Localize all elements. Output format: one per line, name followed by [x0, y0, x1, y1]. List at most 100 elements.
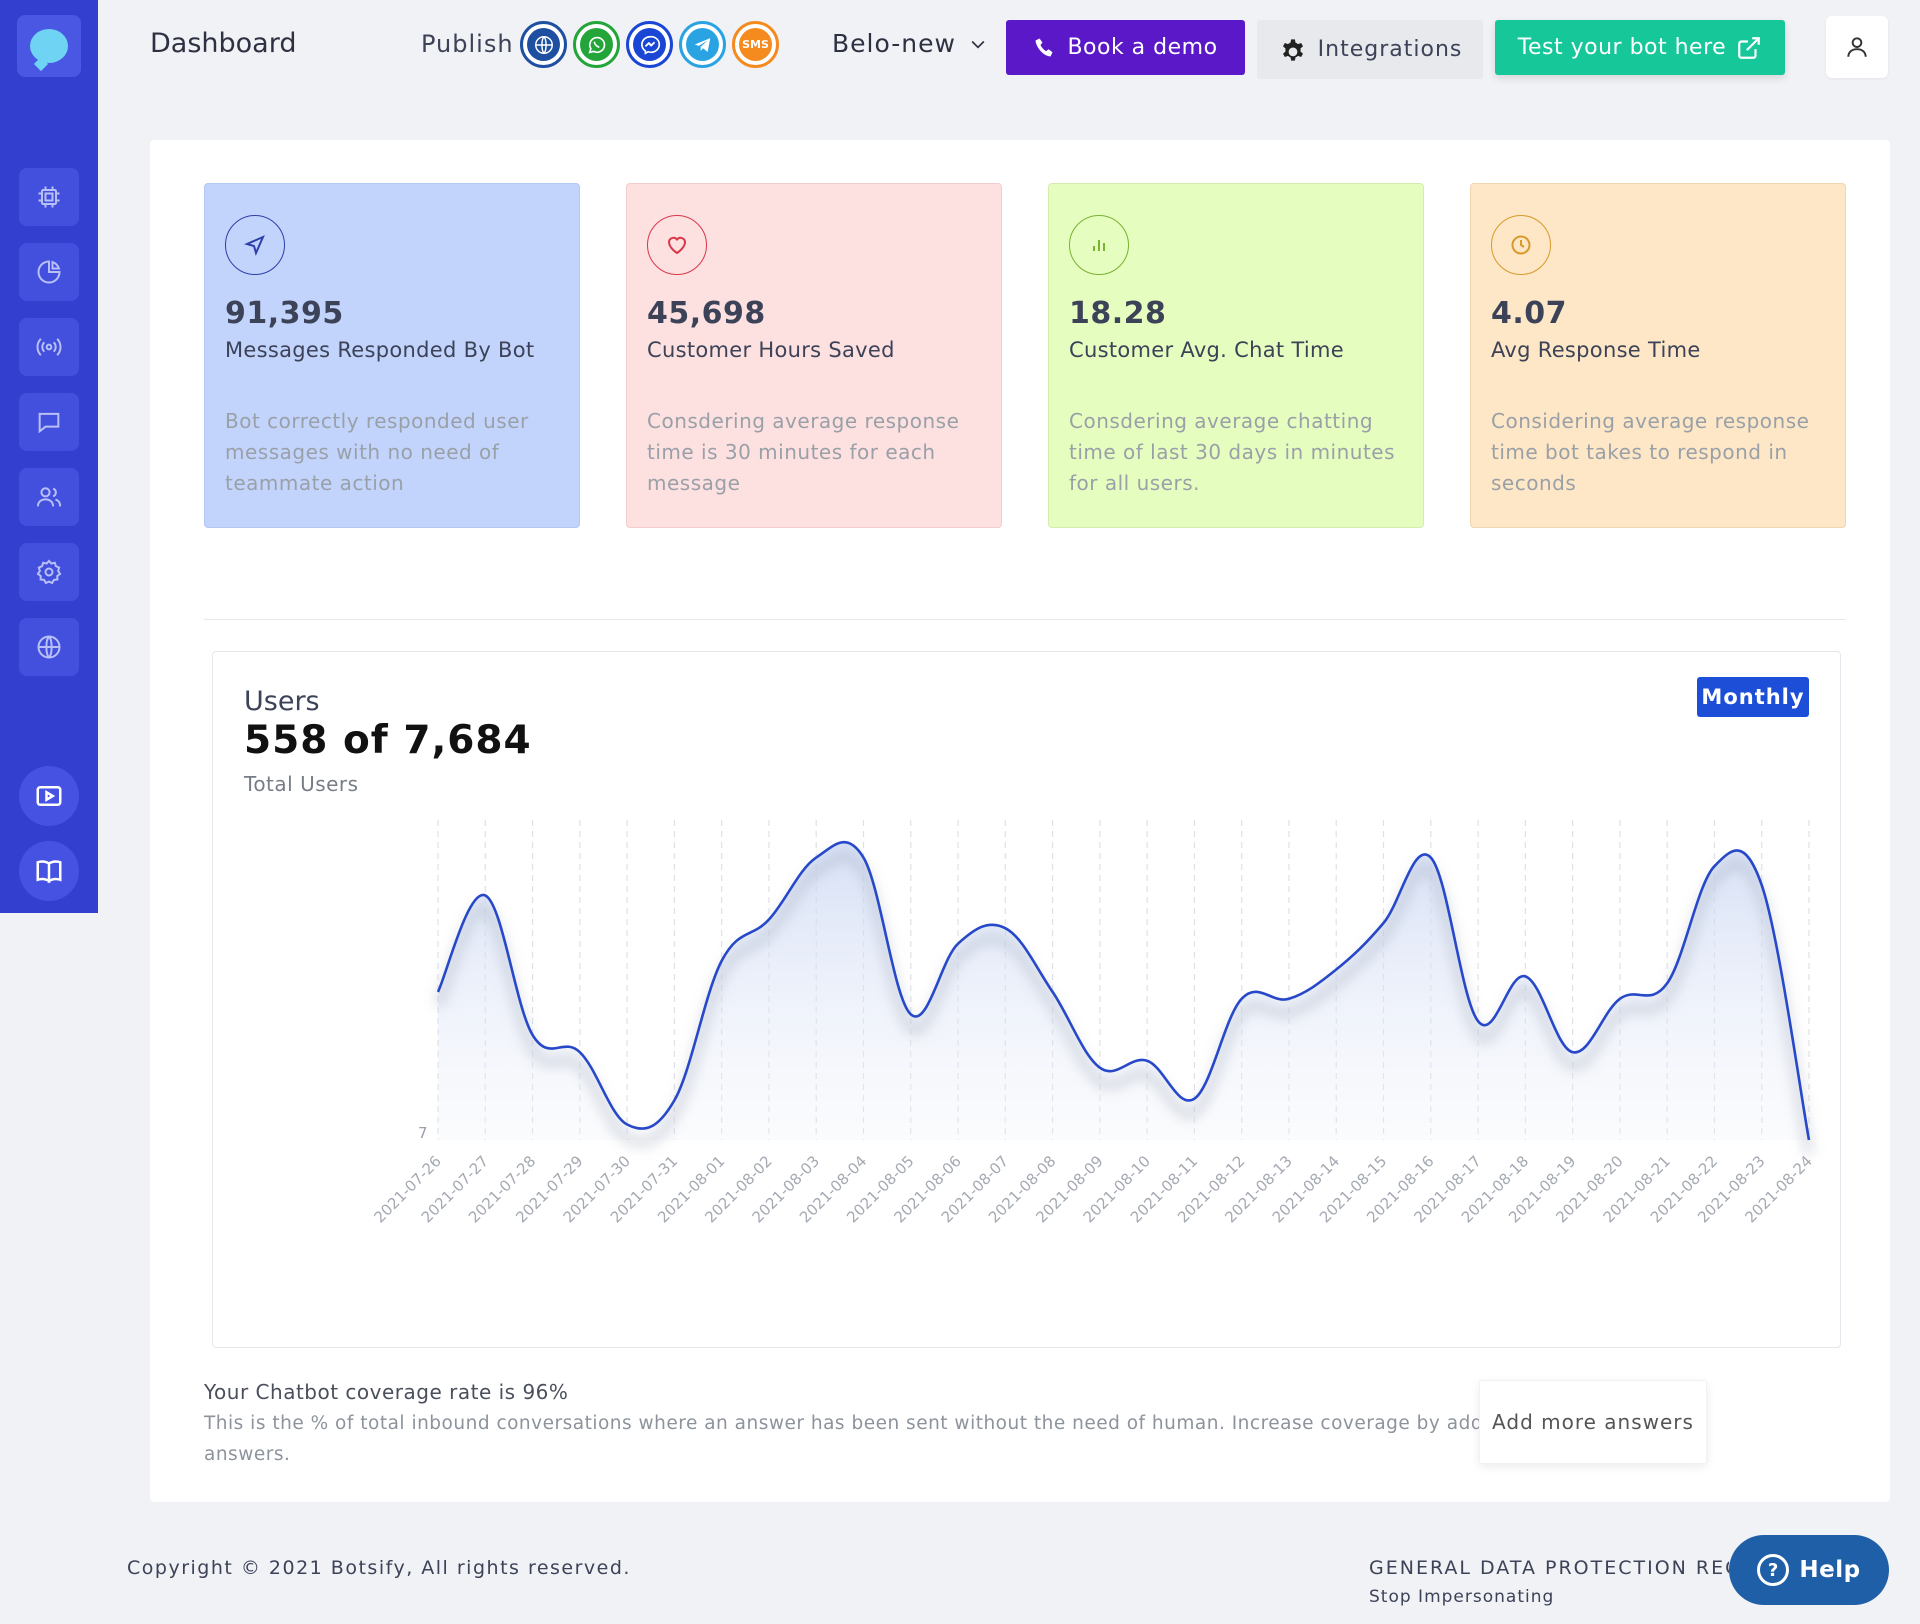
stat-card-messages: 91,395 Messages Responded By Bot Bot cor… — [204, 183, 580, 528]
data-point[interactable] — [577, 1049, 583, 1055]
book-demo-button[interactable]: Book a demo — [1006, 20, 1245, 75]
stat-value: 45,698 — [647, 296, 766, 331]
user-icon — [1847, 37, 1867, 57]
data-point[interactable] — [1664, 980, 1670, 986]
add-more-answers-button[interactable]: Add more answers — [1479, 1380, 1707, 1464]
coverage-title: Your Chatbot coverage rate is 96% — [204, 1380, 569, 1404]
sidebar-item-settings[interactable] — [19, 543, 79, 601]
stat-label: Customer Hours Saved — [647, 338, 895, 362]
publish-telegram-button[interactable] — [679, 21, 726, 68]
stat-card-response-time: 4.07 Avg Response Time Considering avera… — [1470, 183, 1846, 528]
monthly-period-button[interactable]: Monthly — [1697, 677, 1809, 717]
stat-label: Messages Responded By Bot — [225, 338, 535, 362]
y-tick-label: 7 — [418, 1124, 428, 1142]
sidebar — [0, 0, 98, 913]
publish-channels: SMS — [520, 21, 779, 68]
data-point[interactable] — [1617, 996, 1623, 1002]
data-point[interactable] — [1050, 989, 1056, 995]
users-line-shadow — [433, 851, 1814, 1155]
question-icon: ? — [1757, 1554, 1790, 1586]
stat-label: Avg Response Time — [1491, 338, 1701, 362]
user-profile-button[interactable] — [1826, 16, 1888, 78]
users-chart-card: 7 2021-07-26 2021-07-27 2021-07-28 2021-07-2… — [212, 651, 1841, 1348]
test-bot-label: Test your bot here — [1517, 35, 1727, 60]
divider — [204, 619, 1846, 620]
publish-web-button[interactable] — [520, 21, 567, 68]
help-button[interactable]: ? Help — [1729, 1535, 1889, 1605]
clock-icon — [1491, 215, 1551, 275]
sidebar-item-video-tutorials[interactable] — [19, 766, 79, 826]
data-point[interactable] — [955, 941, 961, 947]
sidebar-item-chat[interactable] — [19, 393, 79, 451]
data-point[interactable] — [1570, 1049, 1576, 1055]
chat-bubble-logo-icon — [30, 29, 68, 63]
gdpr-link[interactable]: GENERAL DATA PROTECTION REGULATION — [1369, 1557, 1729, 1579]
data-point[interactable] — [530, 1032, 536, 1038]
stat-value: 4.07 — [1491, 296, 1568, 331]
data-point[interactable] — [1522, 973, 1528, 979]
chat-icon — [38, 412, 60, 434]
data-point[interactable] — [1806, 1137, 1812, 1143]
sidebar-item-language[interactable] — [19, 618, 79, 676]
sidebar-item-docs[interactable] — [19, 841, 79, 901]
data-point[interactable] — [482, 892, 488, 898]
data-point[interactable] — [1333, 967, 1339, 973]
botsify-logo[interactable] — [17, 15, 81, 77]
gear-icon — [36, 559, 62, 585]
chip-icon — [38, 186, 60, 208]
data-point[interactable] — [1191, 1096, 1197, 1102]
help-label: Help — [1799, 1557, 1861, 1583]
external-link-icon — [1738, 36, 1761, 59]
test-bot-button[interactable]: Test your bot here — [1495, 20, 1785, 75]
data-point[interactable] — [908, 1011, 914, 1017]
book-demo-label: Book a demo — [1067, 35, 1218, 60]
users-series-line — [436, 840, 1811, 1141]
stat-description: Consdering average chatting time of last… — [1069, 409, 1396, 495]
data-point[interactable] — [435, 989, 441, 995]
publish-label: Publish — [421, 30, 514, 58]
publish-messenger-button[interactable] — [626, 21, 673, 68]
data-point[interactable] — [719, 958, 725, 964]
sidebar-item-bot-builder[interactable] — [19, 168, 79, 226]
pie-chart-icon — [37, 260, 61, 284]
globe-icon — [37, 635, 61, 659]
bot-name: Belo-new — [832, 29, 956, 58]
sms-icon: SMS — [739, 28, 772, 61]
data-point[interactable] — [1097, 1065, 1103, 1071]
data-point[interactable] — [1475, 1018, 1481, 1024]
data-point[interactable] — [1239, 996, 1245, 1002]
data-point[interactable] — [766, 917, 772, 923]
data-point[interactable] — [1144, 1058, 1150, 1064]
data-point[interactable] — [1711, 863, 1717, 869]
dashboard-panel: 91,395 Messages Responded By Bot Bot cor… — [150, 140, 1890, 1502]
data-point[interactable] — [1002, 925, 1008, 931]
sidebar-item-analytics[interactable] — [19, 243, 79, 301]
data-point[interactable] — [860, 855, 866, 861]
data-point[interactable] — [671, 1097, 677, 1103]
sidebar-item-broadcast[interactable] — [19, 318, 79, 376]
publish-sms-button[interactable]: SMS — [732, 21, 779, 68]
copyright: Copyright © 2021 Botsify, All rights res… — [127, 1557, 631, 1579]
bar-chart-icon — [1069, 215, 1129, 275]
sidebar-item-users[interactable] — [19, 468, 79, 526]
integrations-button[interactable]: Integrations — [1257, 20, 1483, 79]
gear-icon — [1282, 38, 1303, 61]
integrations-label: Integrations — [1317, 37, 1463, 62]
users-area-fill — [438, 842, 1809, 1140]
data-point[interactable] — [1286, 996, 1292, 1002]
data-point[interactable] — [624, 1122, 630, 1128]
whatsapp-icon — [580, 28, 613, 61]
data-point[interactable] — [1381, 920, 1387, 926]
stop-impersonating-link[interactable]: Stop Impersonating — [1369, 1587, 1555, 1607]
data-point[interactable] — [813, 855, 819, 861]
broadcast-icon — [36, 338, 62, 356]
users-count: 558 of 7,684 — [244, 718, 532, 763]
phone-icon — [1035, 38, 1053, 56]
data-point[interactable] — [1759, 882, 1765, 888]
stat-card-hours-saved: 45,698 Customer Hours Saved Consdering a… — [626, 183, 1002, 528]
bot-selector[interactable]: Belo-new — [832, 29, 988, 58]
data-point[interactable] — [1428, 855, 1434, 861]
users-icon — [36, 487, 62, 507]
stat-value: 91,395 — [225, 296, 344, 331]
publish-whatsapp-button[interactable] — [573, 21, 620, 68]
